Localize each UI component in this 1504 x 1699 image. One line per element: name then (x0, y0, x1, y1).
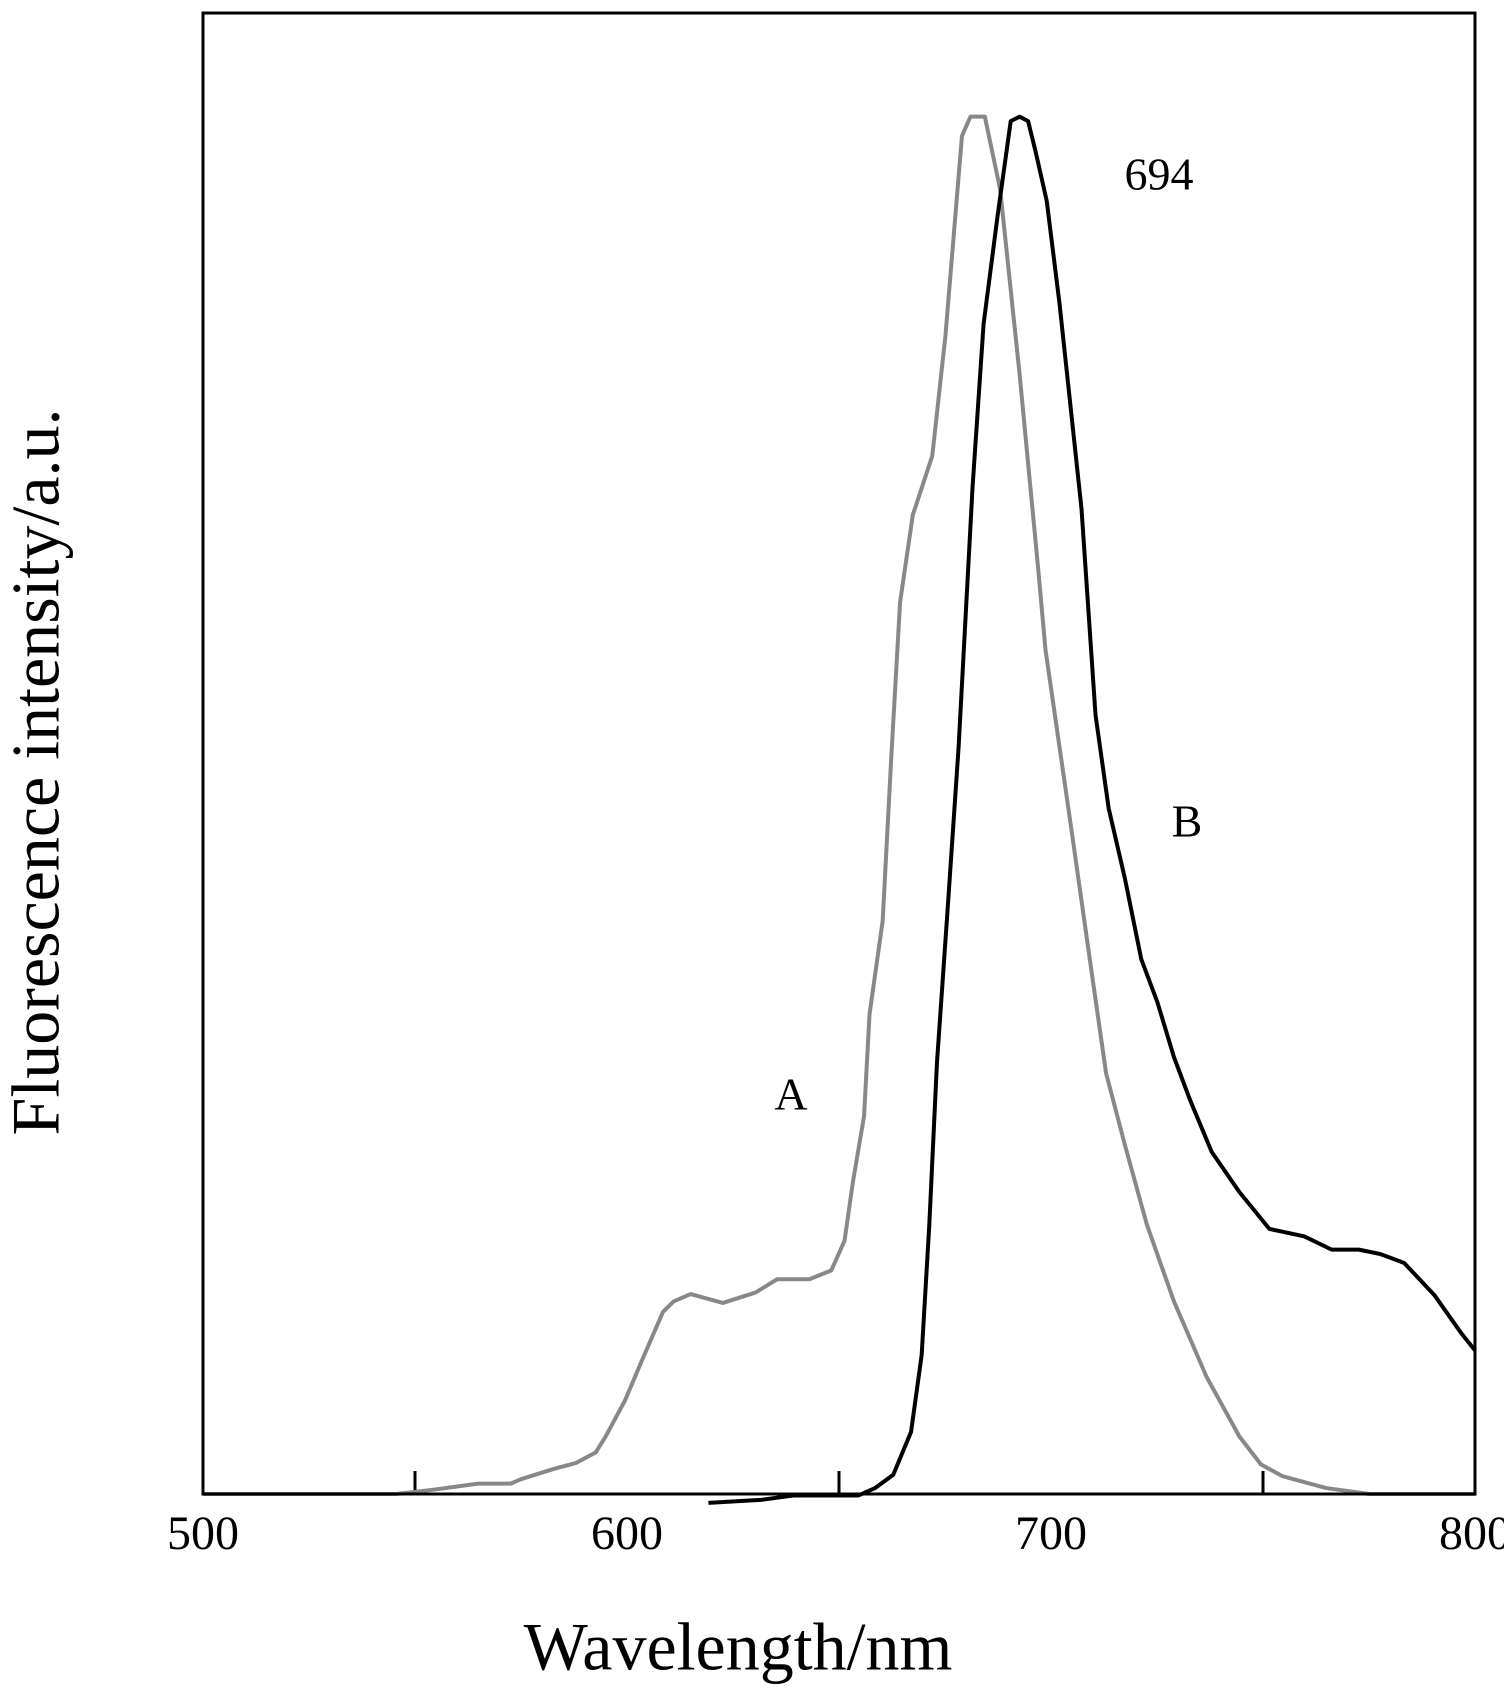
annotation: A (774, 1069, 807, 1120)
x-axis-title: Wavelength/nm (524, 1609, 953, 1685)
y-axis-title: Fluorescence intensity/a.u. (0, 408, 74, 1135)
line-series (203, 114, 1475, 1496)
x-tick-label: 500 (167, 1507, 239, 1560)
annotation: 694 (1125, 149, 1194, 200)
x-tick-label: 800 (1439, 1507, 1504, 1560)
plot-frame (201, 11, 1477, 1496)
line-series (708, 114, 1477, 1505)
x-tick-label: 600 (591, 1507, 663, 1560)
x-tick-label: 700 (1015, 1507, 1087, 1560)
annotation: B (1172, 796, 1203, 847)
